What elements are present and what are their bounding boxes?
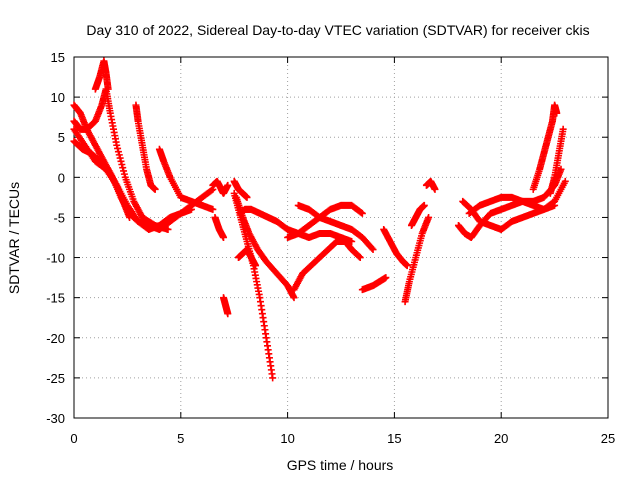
series-track-8	[155, 185, 217, 233]
data-point	[224, 310, 232, 318]
data-point-trail	[115, 151, 123, 159]
data-point	[252, 262, 260, 270]
series-track-21	[380, 225, 411, 270]
data-point	[382, 274, 390, 282]
series-track-2	[70, 85, 172, 233]
x-tick-label: 15	[387, 431, 401, 446]
series-track-9	[209, 177, 232, 197]
y-tick-label: 0	[58, 170, 65, 185]
y-tick-label: 5	[58, 130, 65, 145]
series-track-19	[290, 238, 364, 294]
series-track-7	[155, 145, 217, 213]
chart-title: Day 310 of 2022, Sidereal Day-to-day VTE…	[86, 22, 589, 38]
series-track-5	[91, 57, 112, 93]
series-track-11	[220, 294, 232, 318]
y-tick-label: -30	[46, 411, 65, 426]
x-tick-label: 20	[494, 431, 508, 446]
y-tick-label: -20	[46, 331, 65, 346]
data-point	[224, 181, 232, 189]
data-point-trail	[118, 160, 126, 168]
data-point	[348, 238, 356, 246]
data-point-trail	[114, 144, 122, 152]
data-point	[553, 109, 561, 117]
data-point	[369, 246, 377, 254]
data-point-trail	[114, 148, 122, 156]
data-point	[113, 141, 121, 149]
series-track-24	[422, 177, 439, 193]
data-points	[70, 57, 569, 382]
y-ticks: 15 10 5 0 -5 -10 -15 -20 -25 -30	[46, 50, 608, 426]
series-track-23	[407, 201, 428, 229]
y-axis-label: SDTVAR / TECUs	[6, 182, 22, 294]
data-point	[220, 234, 228, 241]
y-tick-label: -10	[46, 251, 65, 266]
y-tick-label: -25	[46, 371, 65, 386]
data-point-trail	[119, 164, 127, 172]
data-point	[104, 85, 112, 93]
data-point-trail	[368, 244, 376, 252]
series-track-14	[232, 193, 298, 302]
data-point-trail	[120, 167, 128, 175]
data-point-trail	[116, 154, 124, 162]
data-point	[551, 201, 559, 209]
data-point	[151, 185, 159, 193]
data-point-trail	[120, 170, 128, 178]
x-ticks: 0 5 10 15 20 25	[70, 57, 615, 446]
data-point	[164, 225, 172, 233]
plot-frame	[73, 56, 609, 419]
data-point	[209, 205, 217, 213]
data-point	[269, 374, 277, 382]
x-tick-label: 5	[177, 431, 184, 446]
series-track-18	[294, 201, 377, 254]
x-tick-label: 0	[70, 431, 77, 446]
series-track-20	[358, 274, 390, 294]
y-tick-label: -15	[46, 291, 65, 306]
data-point	[420, 201, 428, 209]
data-point	[431, 185, 439, 193]
data-point	[425, 213, 433, 221]
series-track-10	[211, 213, 228, 241]
series-track-6	[132, 101, 159, 193]
series-track-4	[70, 125, 195, 233]
data-point-trail	[117, 157, 125, 165]
data-point	[561, 177, 569, 185]
series-track-15	[234, 246, 260, 270]
data-point	[126, 213, 134, 221]
x-tick-label: 10	[280, 431, 294, 446]
data-point	[290, 294, 298, 302]
data-point-trail	[357, 209, 365, 217]
y-tick-label: 10	[51, 90, 65, 105]
series-track-22	[401, 213, 433, 306]
x-tick-label: 25	[601, 431, 615, 446]
series-track-13	[230, 189, 277, 382]
data-point	[559, 125, 567, 133]
series-track-12	[230, 177, 251, 201]
data-point	[358, 209, 366, 217]
data-point	[243, 193, 251, 201]
series-track-28	[529, 101, 561, 193]
data-point	[356, 254, 364, 262]
series-track-17	[284, 201, 366, 241]
x-axis-label: GPS time / hours	[287, 457, 394, 473]
data-point-trail	[208, 186, 216, 194]
series-track-26	[459, 197, 559, 233]
series-track-29	[546, 125, 567, 197]
data-point-trail	[355, 253, 363, 261]
data-point	[557, 165, 565, 173]
y-tick-label: -5	[53, 210, 65, 225]
y-tick-label: 15	[51, 50, 65, 65]
data-point	[403, 262, 411, 270]
